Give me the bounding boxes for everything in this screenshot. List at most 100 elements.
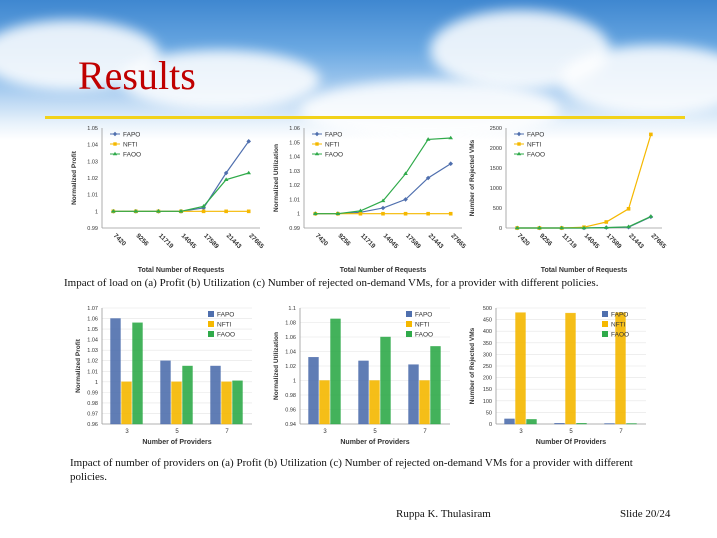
data-point bbox=[358, 211, 363, 216]
bar bbox=[526, 419, 537, 425]
x-tick-label: 3 bbox=[323, 429, 327, 435]
legend-swatch bbox=[406, 311, 412, 317]
bar bbox=[369, 380, 380, 425]
data-point bbox=[448, 135, 454, 140]
y-tick-label: 0.96 bbox=[285, 408, 296, 414]
data-point bbox=[604, 220, 609, 224]
legend-label: FAOO bbox=[527, 152, 545, 159]
bar bbox=[515, 312, 526, 425]
y-tick-label: 150 bbox=[483, 387, 492, 393]
bar bbox=[232, 380, 243, 425]
y-tick-label: 0.94 bbox=[285, 422, 296, 428]
data-point bbox=[178, 209, 184, 213]
y-tick-label: 50 bbox=[486, 410, 492, 416]
bar bbox=[626, 423, 637, 425]
bar bbox=[171, 381, 182, 425]
legend-swatch bbox=[602, 331, 608, 337]
legend-label: FAOO bbox=[217, 332, 235, 339]
y-tick-label: 1.05 bbox=[87, 126, 98, 132]
data-point bbox=[425, 137, 431, 141]
x-tick-label: 9256 bbox=[336, 232, 351, 247]
x-tick-label: 21443 bbox=[627, 232, 645, 250]
legend-label: NFTI bbox=[325, 142, 340, 149]
y-tick-label: 1 bbox=[297, 212, 300, 218]
y-tick-label: 1.02 bbox=[289, 183, 300, 189]
x-axis-label: Number of Providers bbox=[142, 439, 211, 446]
x-axis-label: Total Number of Requests bbox=[138, 267, 225, 274]
legend-label: FAPO bbox=[325, 132, 342, 139]
legend-label: NFTI bbox=[527, 142, 542, 149]
data-point bbox=[110, 209, 116, 213]
caption-load: Impact of load on (a) Profit (b) Utiliza… bbox=[64, 277, 599, 289]
legend-label: FAPO bbox=[415, 312, 432, 319]
y-tick-label: 1000 bbox=[490, 186, 502, 192]
data-point bbox=[380, 198, 386, 203]
y-tick-label: 350 bbox=[483, 341, 492, 347]
chart-utilization-vs-load: 0.99 1 1.01 1.02 1.03 1.04 1.05 1.06 7420 9256 117… bbox=[273, 126, 467, 274]
y-tick-label: 100 bbox=[483, 399, 492, 405]
data-point bbox=[603, 225, 609, 229]
bar bbox=[408, 364, 419, 425]
x-tick-label: 7420 bbox=[112, 232, 127, 247]
y-tick-label: 400 bbox=[483, 329, 492, 335]
bar bbox=[565, 312, 576, 425]
legend-swatch bbox=[406, 321, 412, 327]
x-axis-label: Total Number of Requests bbox=[340, 267, 427, 274]
bar bbox=[615, 312, 626, 425]
y-axis-label: Number of Rejected VMs bbox=[469, 327, 476, 404]
bar bbox=[221, 381, 232, 425]
y-tick-label: 1.03 bbox=[289, 169, 300, 175]
x-tick-label: 7 bbox=[423, 429, 427, 435]
bar bbox=[319, 380, 330, 425]
data-point bbox=[156, 209, 161, 213]
y-tick-label: 1.04 bbox=[285, 350, 296, 356]
x-axis-label: Number of Providers bbox=[340, 439, 409, 446]
sky-background bbox=[0, 0, 717, 140]
data-point bbox=[381, 211, 385, 216]
legend-marker bbox=[315, 142, 319, 146]
bar bbox=[210, 365, 221, 425]
y-tick-label: 1.04 bbox=[289, 155, 300, 161]
y-tick-label: 1.02 bbox=[285, 364, 296, 370]
legend-label: FAPO bbox=[217, 312, 234, 319]
y-tick-label: 1.01 bbox=[289, 197, 300, 203]
x-tick-label: 3 bbox=[125, 429, 129, 435]
x-tick-label: 21443 bbox=[225, 232, 243, 250]
legend-marker bbox=[314, 151, 320, 156]
chart-rejected-vs-providers: 0 50 100 150 200 250 300 350 400 450 500 3 5 7 FAPO NFT… bbox=[469, 306, 646, 446]
data-point bbox=[649, 132, 653, 137]
bar bbox=[121, 381, 132, 425]
author-name: Ruppa K. Thulasiram bbox=[396, 508, 491, 520]
bar bbox=[419, 380, 430, 425]
data-point bbox=[201, 204, 206, 208]
bar bbox=[576, 423, 587, 425]
x-tick-label: 14045 bbox=[583, 232, 601, 250]
bar bbox=[110, 318, 121, 425]
y-tick-label: 0.99 bbox=[87, 226, 98, 232]
data-point bbox=[581, 225, 587, 230]
data-point bbox=[246, 209, 251, 214]
data-point bbox=[448, 161, 454, 167]
y-tick-label: 0.99 bbox=[87, 390, 98, 396]
legend-label: NFTI bbox=[123, 142, 138, 149]
x-tick-label: 5 bbox=[373, 429, 377, 435]
y-tick-label: 1500 bbox=[490, 166, 502, 172]
legend-swatch bbox=[406, 331, 412, 337]
y-axis-label: Normalized Profit bbox=[71, 150, 78, 205]
y-tick-label: 200 bbox=[483, 376, 492, 382]
slide-number: Slide 20/24 bbox=[620, 508, 671, 520]
series-line bbox=[113, 172, 249, 212]
y-tick-label: 0.97 bbox=[87, 411, 98, 417]
data-point bbox=[426, 211, 430, 216]
y-tick-label: 1.06 bbox=[87, 317, 98, 323]
x-tick-label: 11719 bbox=[560, 232, 578, 250]
x-axis-label: Total Number of Requests bbox=[541, 267, 628, 274]
legend-label: FAPO bbox=[123, 132, 140, 139]
x-tick-label: 7 bbox=[619, 429, 623, 435]
y-tick-label: 1.06 bbox=[289, 126, 300, 132]
bar bbox=[308, 357, 319, 425]
y-tick-label: 1.03 bbox=[87, 159, 98, 165]
y-axis-label: Number of Rejected VMs bbox=[469, 139, 476, 216]
legend-label: NFTI bbox=[415, 322, 430, 329]
y-axis-label: Normalized Profit bbox=[75, 338, 82, 393]
